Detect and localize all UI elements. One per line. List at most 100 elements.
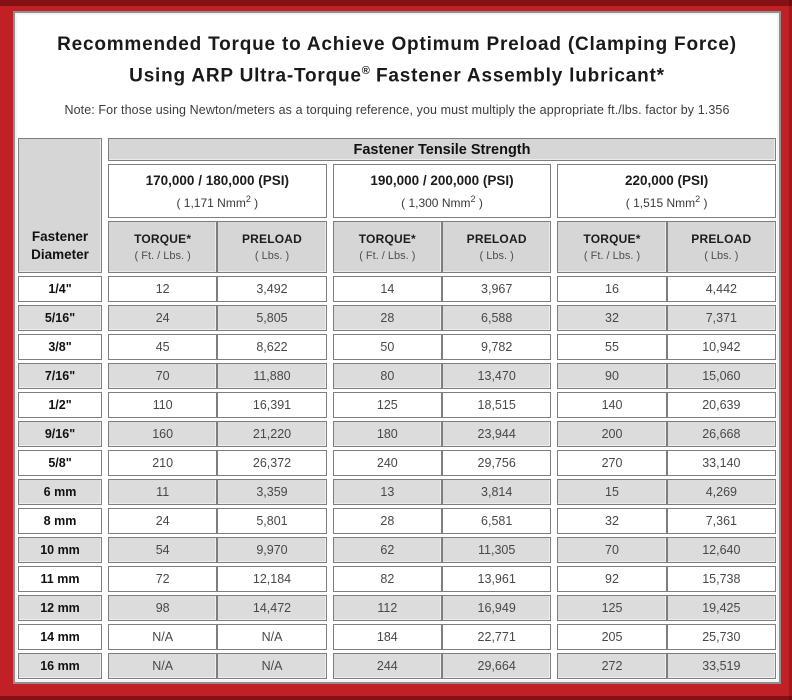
row-diameter-cell: 10 mm — [18, 537, 102, 564]
preload-value-cell: 11,305 — [442, 537, 552, 564]
preload-value-cell: 15,060 — [666, 363, 776, 390]
preload-value-cell: 19,425 — [666, 595, 776, 622]
title-line-1: Recommended Torque to Achieve Optimum Pr… — [57, 34, 737, 55]
preload-value-cell: 7,371 — [666, 305, 776, 332]
row-diameter-cell: 3/8" — [18, 334, 102, 361]
preload-value-cell: 3,814 — [442, 479, 552, 506]
preload-value-cell: 16,949 — [442, 595, 552, 622]
torque-value-cell: 210 — [108, 450, 218, 477]
page-title: Recommended Torque to Achieve Optimum Pr… — [15, 13, 779, 89]
torque-value-cell: N/A — [108, 624, 218, 651]
corner-line2: Diameter — [31, 246, 89, 262]
torque-value-cell: 240 — [332, 450, 442, 477]
torque-value-cell: 70 — [108, 363, 218, 390]
torque-value-cell: 90 — [557, 363, 667, 390]
preload-value-cell: 6,581 — [442, 508, 552, 535]
torque-value-cell: N/A — [108, 653, 218, 680]
torque-value-cell: 45 — [108, 334, 218, 361]
row-diameter-cell: 1/4" — [18, 276, 102, 303]
psi-value: 190,000 / 200,000 (PSI) — [370, 172, 514, 188]
preload-value-cell: 3,359 — [217, 479, 327, 506]
torque-value-cell: 32 — [557, 508, 667, 535]
torque-value-cell: 24 — [108, 508, 218, 535]
torque-value-cell: 62 — [332, 537, 442, 564]
row-diameter-cell: 7/16" — [18, 363, 102, 390]
torque-value-cell: 110 — [108, 392, 218, 419]
row-diameter-cell: 5/16" — [18, 305, 102, 332]
torque-value-cell: 244 — [332, 653, 442, 680]
preload-value-cell: 22,771 — [442, 624, 552, 651]
torque-value-cell: 32 — [557, 305, 667, 332]
column-header-label: PRELOAD — [466, 232, 527, 247]
torque-value-cell: 180 — [332, 421, 442, 448]
torque-value-cell: 72 — [108, 566, 218, 593]
preload-value-cell: 9,970 — [217, 537, 327, 564]
preload-value-cell: 26,668 — [666, 421, 776, 448]
preload-value-cell: 29,664 — [442, 653, 552, 680]
preload-value-cell: 29,756 — [442, 450, 552, 477]
row-diameter-cell: 9/16" — [18, 421, 102, 448]
nmm-value: ( 1,515 Nmm2 ) — [625, 193, 708, 210]
torque-value-cell: 24 — [108, 305, 218, 332]
preload-value-cell: 26,372 — [217, 450, 327, 477]
preload-value-cell: 6,588 — [442, 305, 552, 332]
torque-value-cell: 12 — [108, 276, 218, 303]
psi-group-header: 170,000 / 180,000 (PSI) ( 1,171 Nmm2 ) — [108, 164, 327, 219]
torque-value-cell: 28 — [332, 305, 442, 332]
tensile-strength-header: Fastener Tensile Strength — [108, 138, 776, 162]
torque-value-cell: 184 — [332, 624, 442, 651]
torque-value-cell: 205 — [557, 624, 667, 651]
torque-value-cell: 14 — [332, 276, 442, 303]
preload-value-cell: N/A — [217, 653, 327, 680]
preload-value-cell: 13,961 — [442, 566, 552, 593]
note-text: Note: For those using Newton/meters as a… — [64, 103, 730, 118]
preload-column-header: PRELOAD ( Lbs. ) — [217, 221, 327, 274]
torque-value-cell: 140 — [557, 392, 667, 419]
column-header-label: TORQUE* — [134, 232, 192, 247]
preload-value-cell: 18,515 — [442, 392, 552, 419]
column-header-label: TORQUE* — [358, 232, 416, 247]
column-header-unit: ( Lbs. ) — [704, 250, 739, 263]
preload-value-cell: 16,391 — [217, 392, 327, 419]
psi-value: 220,000 (PSI) — [625, 172, 709, 188]
preload-value-cell: 33,140 — [666, 450, 776, 477]
preload-column-header: PRELOAD ( Lbs. ) — [442, 221, 552, 274]
registered-trademark-mark: ® — [361, 65, 370, 77]
torque-value-cell: 13 — [332, 479, 442, 506]
preload-value-cell: 5,801 — [217, 508, 327, 535]
torque-value-cell: 125 — [332, 392, 442, 419]
torque-value-cell: 11 — [108, 479, 218, 506]
psi-group-header: 220,000 (PSI) ( 1,515 Nmm2 ) — [557, 164, 776, 219]
corner-line1: Fastener — [31, 229, 89, 245]
torque-value-cell: 28 — [332, 508, 442, 535]
title-line-2: Using ARP Ultra-Torque® Fastener Assembl… — [15, 58, 779, 89]
torque-value-cell: 50 — [332, 334, 442, 361]
column-header-label: TORQUE* — [583, 232, 641, 247]
preload-value-cell: 9,782 — [442, 334, 552, 361]
column-header-unit: ( Ft. / Lbs. ) — [583, 250, 641, 263]
preload-value-cell: 14,472 — [217, 595, 327, 622]
psi-value: 170,000 / 180,000 (PSI) — [145, 172, 289, 188]
torque-value-cell: 200 — [557, 421, 667, 448]
torque-value-cell: 54 — [108, 537, 218, 564]
row-diameter-cell: 1/2" — [18, 392, 102, 419]
torque-value-cell: 82 — [332, 566, 442, 593]
preload-value-cell: 5,805 — [217, 305, 327, 332]
torque-value-cell: 270 — [557, 450, 667, 477]
title-line2-text: Using ARP Ultra-Torque — [129, 65, 362, 87]
torque-value-cell: 16 — [557, 276, 667, 303]
torque-column-header: TORQUE* ( Ft. / Lbs. ) — [332, 221, 442, 274]
preload-value-cell: 3,492 — [217, 276, 327, 303]
row-diameter-cell: 8 mm — [18, 508, 102, 535]
content-card: Recommended Torque to Achieve Optimum Pr… — [13, 11, 781, 684]
preload-value-cell: 11,880 — [217, 363, 327, 390]
preload-column-header: PRELOAD ( Lbs. ) — [666, 221, 776, 274]
torque-value-cell: 15 — [557, 479, 667, 506]
preload-value-cell: 33,519 — [666, 653, 776, 680]
torque-value-cell: 55 — [557, 334, 667, 361]
preload-value-cell: 23,944 — [442, 421, 552, 448]
preload-value-cell: 25,730 — [666, 624, 776, 651]
torque-value-cell: 92 — [557, 566, 667, 593]
torque-value-cell: 160 — [108, 421, 218, 448]
